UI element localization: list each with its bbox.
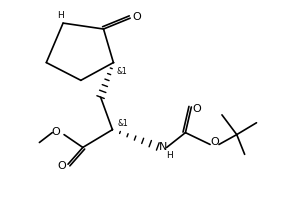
Text: O: O — [52, 127, 61, 137]
Text: N: N — [158, 142, 167, 152]
Text: O: O — [211, 138, 220, 147]
Text: H: H — [166, 151, 173, 160]
Text: O: O — [58, 161, 67, 171]
Text: &1: &1 — [116, 67, 127, 76]
Text: O: O — [133, 12, 141, 22]
Text: O: O — [192, 104, 201, 114]
Text: H: H — [57, 11, 63, 20]
Text: &1: &1 — [117, 119, 128, 128]
